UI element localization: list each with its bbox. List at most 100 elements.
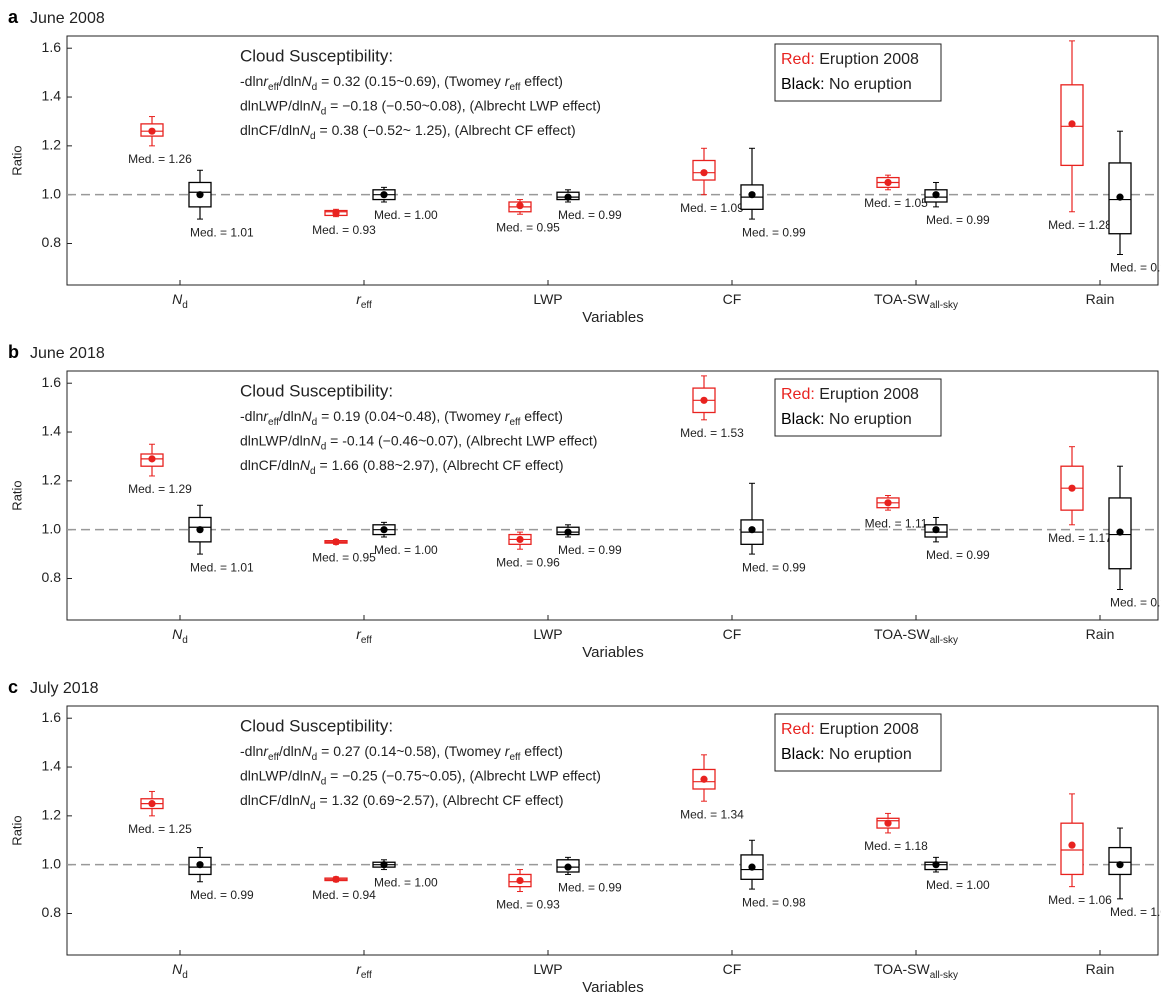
text-part: all-sky [930,635,958,646]
text-part: Rain [1086,291,1115,307]
x-tick-label: LWP [533,961,562,977]
mean-dot [884,819,892,827]
text-part: dlnCF/dln [240,122,300,138]
median-label: Med. = 0.96 [496,555,560,569]
text-part: r [505,743,511,759]
text-part: d [321,441,327,452]
median-label: Med. = 0.93 [496,898,560,912]
x-tick-label: Rain [1086,961,1115,977]
text-part: N [300,457,311,473]
text-part: LWP [533,291,562,307]
x-axis-title: Variables [582,644,643,661]
text-part: d [310,466,316,477]
text-part: dlnCF/dln [240,792,300,808]
mean-dot [380,191,388,199]
median-label: Med. = 1.01 [190,225,254,239]
mean-dot [564,863,572,871]
mean-dot [884,178,892,187]
y-tick-label: 1.6 [42,39,62,55]
text-part: r [356,626,362,642]
mean-dot [700,775,708,783]
text-part: N [172,291,183,307]
text-part: CF [723,961,742,977]
legend-box [774,713,942,772]
text-part: effect) [520,743,563,759]
median-label: Med. = 0.98 [742,895,806,909]
y-tick-label: 1.4 [42,758,62,774]
text-part: -dln [240,408,263,424]
y-tick-label: 1.0 [42,185,62,201]
annotation-line: dlnLWP/dlnNd = −0.25 (−0.75~0.05), (Albr… [240,767,601,787]
median-label: Med. = 1.28 [1048,218,1112,232]
text-part: d [182,300,188,311]
text-part: d [182,635,188,646]
panel-title: June 2008 [30,10,105,27]
text-part: eff [268,752,279,763]
text-part: eff [361,300,372,311]
annotation-line: -dlnreff/dlnNd = 0.32 (0.15~0.69), (Twom… [240,73,563,93]
legend-label: Red: [781,386,815,403]
legend-name: No eruption [829,411,912,428]
panel-title: July 2018 [30,680,99,697]
legend-box [774,378,942,437]
mean-dot [748,526,756,534]
y-tick-label: 0.8 [42,569,62,585]
text-part: Rain [1086,626,1115,642]
mean-dot [1116,193,1124,201]
text-part: N [311,432,322,448]
x-tick-label: CF [723,626,742,642]
text-part: TOA-SW [874,626,931,642]
text-part: CF [723,291,742,307]
text-part: d [310,801,316,812]
x-tick-label: LWP [533,291,562,307]
x-tick-label: reff [356,291,372,311]
mean-dot [516,876,524,885]
text-part: r [505,408,511,424]
median-label: Med. = 1.25 [128,822,192,836]
mean-dot [932,191,940,199]
y-axis-title: Ratio [9,815,24,845]
x-tick-label: CF [723,291,742,307]
text-part: r [356,961,362,977]
mean-dot [148,455,156,463]
x-tick-label: LWP [533,626,562,642]
median-label: Med. = 0.99 [558,881,622,895]
median-label: Med. = 1.00 [374,876,438,890]
text-part: N [302,408,313,424]
median-label: Med. = 1.11 [865,516,928,530]
mean-dot [700,396,708,404]
x-axis-title: Variables [582,979,643,992]
text-part: TOA-SW [874,961,931,977]
text-part: /dln [279,743,302,759]
median-label: Med. = 1.18 [864,839,928,853]
text-part: = 0.27 (0.14~0.58), (Twomey [317,743,505,759]
text-part: Rain [1086,961,1115,977]
y-tick-label: 0.8 [42,234,62,250]
text-part: = -0.14 (−0.46~0.07), (Albrecht LWP effe… [326,432,597,448]
text-part: N [172,961,183,977]
text-part: eff [361,635,372,646]
x-tick-label: TOA-SWall-sky [874,626,958,646]
x-tick-label: reff [356,961,372,981]
text-part: all-sky [930,300,958,311]
median-label: Med. = 1.29 [128,482,192,496]
annotation-line: dlnCF/dlnNd = 1.66 (0.88~2.97), (Albrech… [240,457,564,477]
mean-dot [332,538,340,546]
median-label: Med. = 1.09 [680,201,744,215]
text-part: = −0.25 (−0.75~0.05), (Albrecht LWP effe… [326,767,601,783]
median-label: Med. = 0.99 [190,888,254,902]
median-label: Med. = 0.99 [926,548,990,562]
x-tick-label: Rain [1086,626,1115,642]
legend-label: Red: [781,51,815,68]
median-label: Med. = 0.98 [1110,596,1161,610]
text-part: = 1.66 (0.88~2.97), (Albrecht CF effect) [316,457,564,473]
median-label: Med. = 0.93 [312,223,376,237]
median-label: Med. = 1.26 [128,152,192,166]
y-tick-label: 0.8 [42,904,62,920]
text-part: d [182,970,188,981]
text-part: d [310,131,316,142]
mean-dot [1068,120,1076,128]
x-tick-label: Nd [172,626,188,646]
plot-frame [66,705,1159,956]
text-part: r [263,73,269,89]
